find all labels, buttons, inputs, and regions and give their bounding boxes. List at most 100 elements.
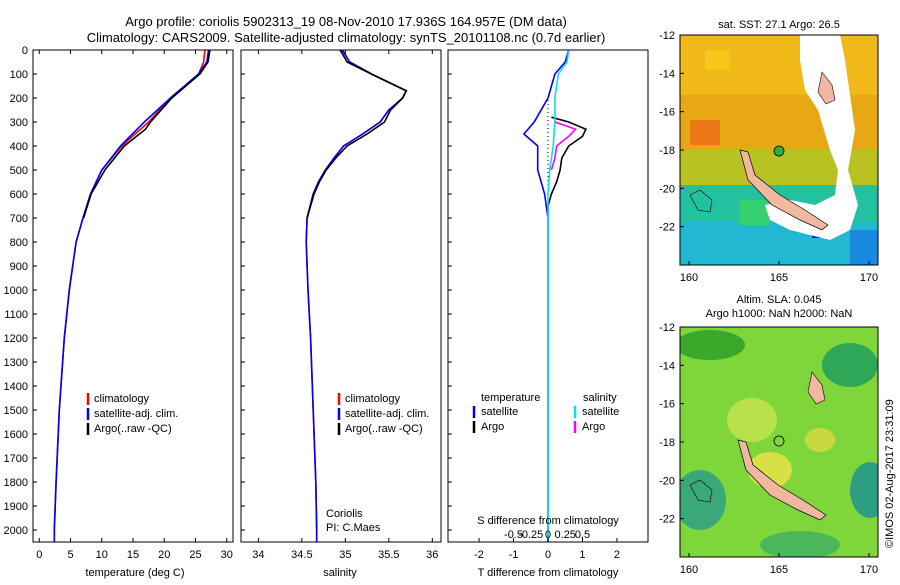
sla-map-title: Altim. SLA: 0.045: [737, 294, 822, 306]
y-tick-label: 300: [10, 117, 28, 129]
difference-legend: temperature salinity satellite Argo sate…: [472, 392, 619, 433]
y-tick-label: 800: [10, 237, 28, 249]
legend-satellite: satellite-adj. clim.: [94, 408, 178, 420]
x-tick-label: 35.5: [378, 549, 399, 561]
x-tick-label: 170: [860, 272, 878, 284]
y-tick-label: 2000: [4, 525, 28, 537]
y-tick-label: -18: [659, 145, 675, 157]
y-tick-label: 100: [10, 69, 28, 81]
credit-text: Coriolis: [326, 508, 363, 520]
y-tick-label: 500: [10, 165, 28, 177]
y-tick-label: 1100: [4, 309, 28, 321]
x-tick-label: 10: [96, 549, 108, 561]
title-line-2: Climatology: CARS2009. Satellite-adjuste…: [87, 30, 606, 45]
y-tick-label: 900: [10, 261, 28, 273]
temperature-axes: [32, 49, 234, 543]
legend-temperature-title: temperature: [481, 392, 540, 404]
sst-map-image: [680, 35, 878, 265]
series-satellite-adj-clim-: [53, 49, 210, 542]
legend-t-argo: Argo: [481, 421, 504, 433]
x-tick-label-s: -0.25: [518, 529, 543, 541]
sst-map-panel: sat. SST: 27.1 Argo: 26.5 160 165 170 -12 -…: [659, 19, 879, 284]
series-t-argo: [547, 116, 587, 216]
series-satellite-adj-clim-: [305, 49, 408, 542]
y-tick-label: -12: [659, 322, 675, 334]
x-tick-label: 25: [189, 549, 201, 561]
legend-s-satellite: satellite: [582, 406, 619, 418]
x-tick-label-s: 0.25: [555, 529, 576, 541]
y-tick-label: 1300: [4, 357, 28, 369]
x-tick-label: 165: [770, 272, 788, 284]
series-climatology: [53, 49, 206, 542]
series-argo: [306, 49, 408, 219]
x-tick-label: 34: [252, 549, 264, 561]
y-tick-label: 700: [10, 213, 28, 225]
x-tick-label: 35: [339, 549, 351, 561]
y-tick-label: -16: [659, 107, 675, 119]
x-tick-label: 2: [614, 549, 620, 561]
salinity-panel: 34 34.5 35 35.5 36 salinity climatology sate…: [240, 49, 442, 579]
legend-satellite: satellite-adj. clim.: [345, 408, 429, 420]
x-tick-label: 0: [36, 549, 42, 561]
legend-climatology: climatology: [94, 393, 150, 405]
timestamp: ©IMOS 02-Aug-2017 23:31:09: [884, 399, 896, 548]
x-tick-label-s: -0.5: [504, 529, 523, 541]
sst-map-title: sat. SST: 27.1 Argo: 26.5: [718, 19, 840, 31]
x-tick-label: 165: [770, 564, 788, 576]
y-tick-label: 1900: [4, 501, 28, 513]
y-tick-label: 0: [22, 45, 28, 57]
series-s-argo: [550, 121, 578, 171]
x-tick-label: 160: [680, 272, 698, 284]
x-tick-label: 170: [860, 564, 878, 576]
y-tick-label: -12: [659, 30, 675, 42]
temperature-xlabel: temperature (deg C): [85, 567, 184, 579]
y-tick-label: -14: [659, 360, 675, 372]
title-line-1: Argo profile: coriolis 5902313_19 08-Nov…: [125, 14, 567, 29]
y-tick-label: 600: [10, 189, 28, 201]
y-tick-label: 1800: [4, 477, 28, 489]
y-tick-label: -20: [659, 183, 675, 195]
y-tick-label: -22: [659, 514, 675, 526]
salinity-xlabel: salinity: [323, 567, 357, 579]
t-difference-label: T difference from climatology: [478, 567, 619, 579]
y-tick-label: -18: [659, 437, 675, 449]
x-tick-label: 34.5: [291, 549, 312, 561]
y-tick-label: 1700: [4, 453, 28, 465]
argo-marker: [773, 145, 785, 157]
x-tick-label: 30: [221, 549, 233, 561]
sla-map-panel: Altim. SLA: 0.045 Argo h1000: NaN h2000:…: [659, 294, 879, 576]
y-tick-label: -16: [659, 399, 675, 411]
pi-text: PI: C.Maes: [326, 522, 381, 534]
x-tick-label-s: 0: [545, 529, 551, 541]
y-tick-label: -22: [659, 222, 675, 234]
legend-t-satellite: satellite: [481, 406, 518, 418]
x-tick-label: -1: [509, 549, 519, 561]
series-s-satellite: [547, 49, 570, 542]
legend-argo: Argo(..raw -QC): [94, 423, 172, 435]
y-tick-label: -14: [659, 68, 675, 80]
y-tick-label: 1500: [4, 405, 28, 417]
x-tick-label: 0: [545, 549, 551, 561]
x-tick-label: 20: [158, 549, 170, 561]
x-tick-label: 5: [67, 549, 73, 561]
salinity-legend: climatology satellite-adj. clim. Argo(..…: [337, 393, 429, 435]
legend-salinity-title: salinity: [583, 392, 617, 404]
y-tick-label: -20: [659, 475, 675, 487]
difference-panel: -2 -1 0 1 2 -0.5-0.25 0 0.250.5 S difference f…: [447, 49, 649, 579]
y-tick-label: 1400: [4, 381, 28, 393]
x-tick-label: 15: [127, 549, 139, 561]
x-tick-label: 1: [579, 549, 585, 561]
legend-climatology: climatology: [345, 393, 401, 405]
y-tick-label: 400: [10, 141, 28, 153]
sla-map-subtitle: Argo h1000: NaN h2000: NaN: [706, 308, 853, 320]
temperature-panel: 0 5 10 15 20 25 30 0 100 200 300 400 500 600 700 800 90…: [4, 45, 234, 579]
series-argo: [82, 49, 211, 219]
series-climatology: [305, 49, 408, 542]
sla-map-image: [680, 327, 878, 557]
legend-argo: Argo(..raw -QC): [345, 423, 423, 435]
y-tick-label: 1600: [4, 429, 28, 441]
x-tick-label: 36: [426, 549, 438, 561]
y-tick-label: 200: [10, 93, 28, 105]
salinity-axes: [240, 49, 442, 543]
